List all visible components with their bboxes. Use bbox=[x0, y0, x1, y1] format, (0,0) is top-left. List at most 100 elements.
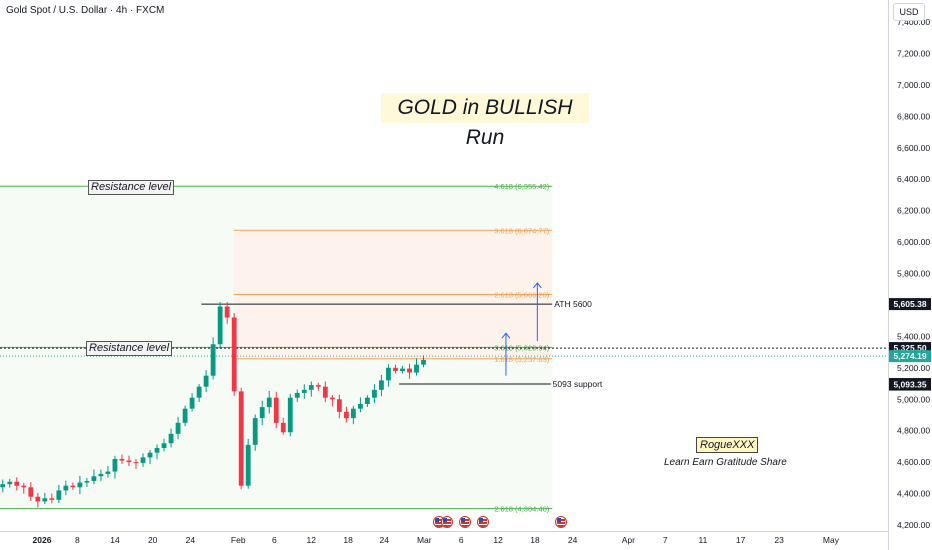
us-flag-icon[interactable] bbox=[555, 516, 567, 528]
price-tick-label: 4,600.00 bbox=[897, 457, 930, 467]
candle-body bbox=[168, 433, 174, 444]
tagline-text[interactable]: Learn Earn Gratitude Share bbox=[664, 457, 787, 468]
time-axis: 2026 8 14 20 24 Feb 6 12 18 24 Mar 6 12 18 24 Apr 7 11 17 2… bbox=[33, 535, 840, 545]
candle-body bbox=[91, 476, 97, 481]
fib-level-label: 2.618 (4,304.46) bbox=[494, 505, 550, 514]
candle-body bbox=[133, 462, 139, 464]
candle-body bbox=[414, 364, 419, 373]
candle-body bbox=[140, 457, 146, 463]
author-label[interactable]: RogueXXX bbox=[696, 437, 759, 453]
candle-body bbox=[126, 460, 132, 463]
time-tick-label: 24 bbox=[568, 535, 578, 545]
candle-body bbox=[14, 481, 20, 486]
candle-body bbox=[407, 368, 412, 373]
price-tick-label: 7,000.00 bbox=[897, 80, 930, 90]
candle-body bbox=[421, 359, 426, 365]
price-tick-label: 6,000.00 bbox=[897, 237, 930, 247]
time-tick-label: 12 bbox=[493, 535, 503, 545]
candle-body bbox=[217, 306, 223, 345]
time-tick-label: 12 bbox=[307, 535, 317, 545]
time-tick-label: Mar bbox=[417, 535, 432, 545]
price-tag-box bbox=[889, 378, 931, 391]
us-flag-icon[interactable] bbox=[459, 516, 471, 528]
projection-arrowhead bbox=[501, 332, 511, 339]
price-tick-label: 7,200.00 bbox=[897, 48, 930, 58]
us-flag-icon[interactable] bbox=[477, 516, 489, 528]
candle-body bbox=[63, 485, 69, 491]
candles bbox=[0, 302, 426, 508]
time-tick-label: 11 bbox=[699, 535, 708, 545]
candle-body bbox=[210, 344, 216, 376]
price-tag-label: 5,274.19 bbox=[893, 351, 926, 361]
price-tick-label: 4,400.00 bbox=[897, 489, 930, 499]
candle-body bbox=[196, 386, 202, 398]
price-tick-label: 5,200.00 bbox=[897, 363, 930, 373]
us-flag-icon[interactable] bbox=[441, 516, 453, 528]
candle-body bbox=[84, 480, 90, 483]
candle-body bbox=[154, 447, 160, 453]
candle-body bbox=[56, 490, 62, 500]
candle-body bbox=[273, 397, 279, 423]
candle-body bbox=[161, 443, 167, 448]
candle-body bbox=[294, 392, 300, 398]
fib-level-label: 3.618 (6,074.77) bbox=[494, 226, 550, 235]
candle-body bbox=[21, 485, 27, 488]
fib-level-label: 2.618 (5,666.20) bbox=[494, 291, 550, 300]
resistance-lower-label[interactable]: Resistance level bbox=[86, 341, 173, 356]
candle-body bbox=[189, 397, 195, 409]
ath-label: ATH 5600 bbox=[554, 299, 592, 309]
candle-body bbox=[105, 471, 111, 474]
candle-body bbox=[252, 418, 258, 445]
candle-body bbox=[386, 367, 391, 381]
candle-body bbox=[336, 399, 342, 412]
candle-body bbox=[301, 389, 307, 393]
time-tick-label: May bbox=[823, 535, 840, 545]
candle-body bbox=[35, 496, 41, 502]
candle-body bbox=[329, 397, 335, 400]
fib-level-label: 4.618 (6,355.42) bbox=[494, 182, 550, 191]
currency-button[interactable]: USD bbox=[893, 3, 925, 21]
price-axis: 4,200.00 4,400.00 4,600.00 4,800.00 5,000.00… bbox=[897, 17, 930, 530]
candle-body bbox=[70, 485, 76, 488]
time-tick-label: 24 bbox=[380, 535, 390, 545]
time-tick-label: 14 bbox=[110, 535, 120, 545]
candle-body bbox=[266, 397, 272, 408]
candle-body bbox=[350, 408, 356, 419]
price-tag-label: 5,605.38 bbox=[893, 299, 926, 309]
time-tick-label: 7 bbox=[663, 535, 668, 545]
price-tag-label: 5,325.50 bbox=[893, 343, 926, 353]
candle-body bbox=[147, 452, 153, 458]
candle-body bbox=[365, 397, 370, 404]
projection-arrows bbox=[501, 282, 542, 376]
price-tick-label: 6,200.00 bbox=[897, 206, 930, 216]
candle-body bbox=[77, 482, 83, 488]
price-tick-label: 6,800.00 bbox=[897, 111, 930, 121]
chart-title[interactable]: Gold Spot / U.S. Dollar · 4h · FXCM bbox=[6, 5, 165, 16]
time-tick-label: Feb bbox=[231, 535, 246, 545]
price-tick-label: 6,400.00 bbox=[897, 174, 930, 184]
candle-body bbox=[175, 422, 181, 434]
time-tick-label: 24 bbox=[186, 535, 196, 545]
price-tick-label: 4,800.00 bbox=[897, 426, 930, 436]
candle-body bbox=[0, 484, 6, 488]
candle-body bbox=[231, 317, 237, 392]
fib-level-label: 1.618 (5,257.63) bbox=[494, 355, 550, 364]
candle-body bbox=[203, 375, 209, 387]
projection-arrowhead bbox=[532, 282, 542, 289]
support-label: 5093 support bbox=[553, 379, 603, 389]
price-axis-divider bbox=[888, 0, 889, 550]
candle-body bbox=[308, 385, 314, 390]
candle-body bbox=[245, 444, 251, 486]
price-tag-box bbox=[889, 298, 931, 311]
price-tick-label: 7,400.00 bbox=[897, 17, 930, 27]
time-axis-divider bbox=[0, 531, 888, 532]
price-tick-label: 5,400.00 bbox=[897, 331, 930, 341]
title-banner[interactable]: GOLD in BULLISH Run bbox=[381, 93, 589, 149]
price-tag-box bbox=[889, 350, 931, 363]
candle-body bbox=[287, 397, 293, 433]
resistance-upper-label[interactable]: Resistance level bbox=[88, 180, 175, 195]
candle-body bbox=[315, 385, 321, 387]
candle-body bbox=[98, 473, 104, 477]
